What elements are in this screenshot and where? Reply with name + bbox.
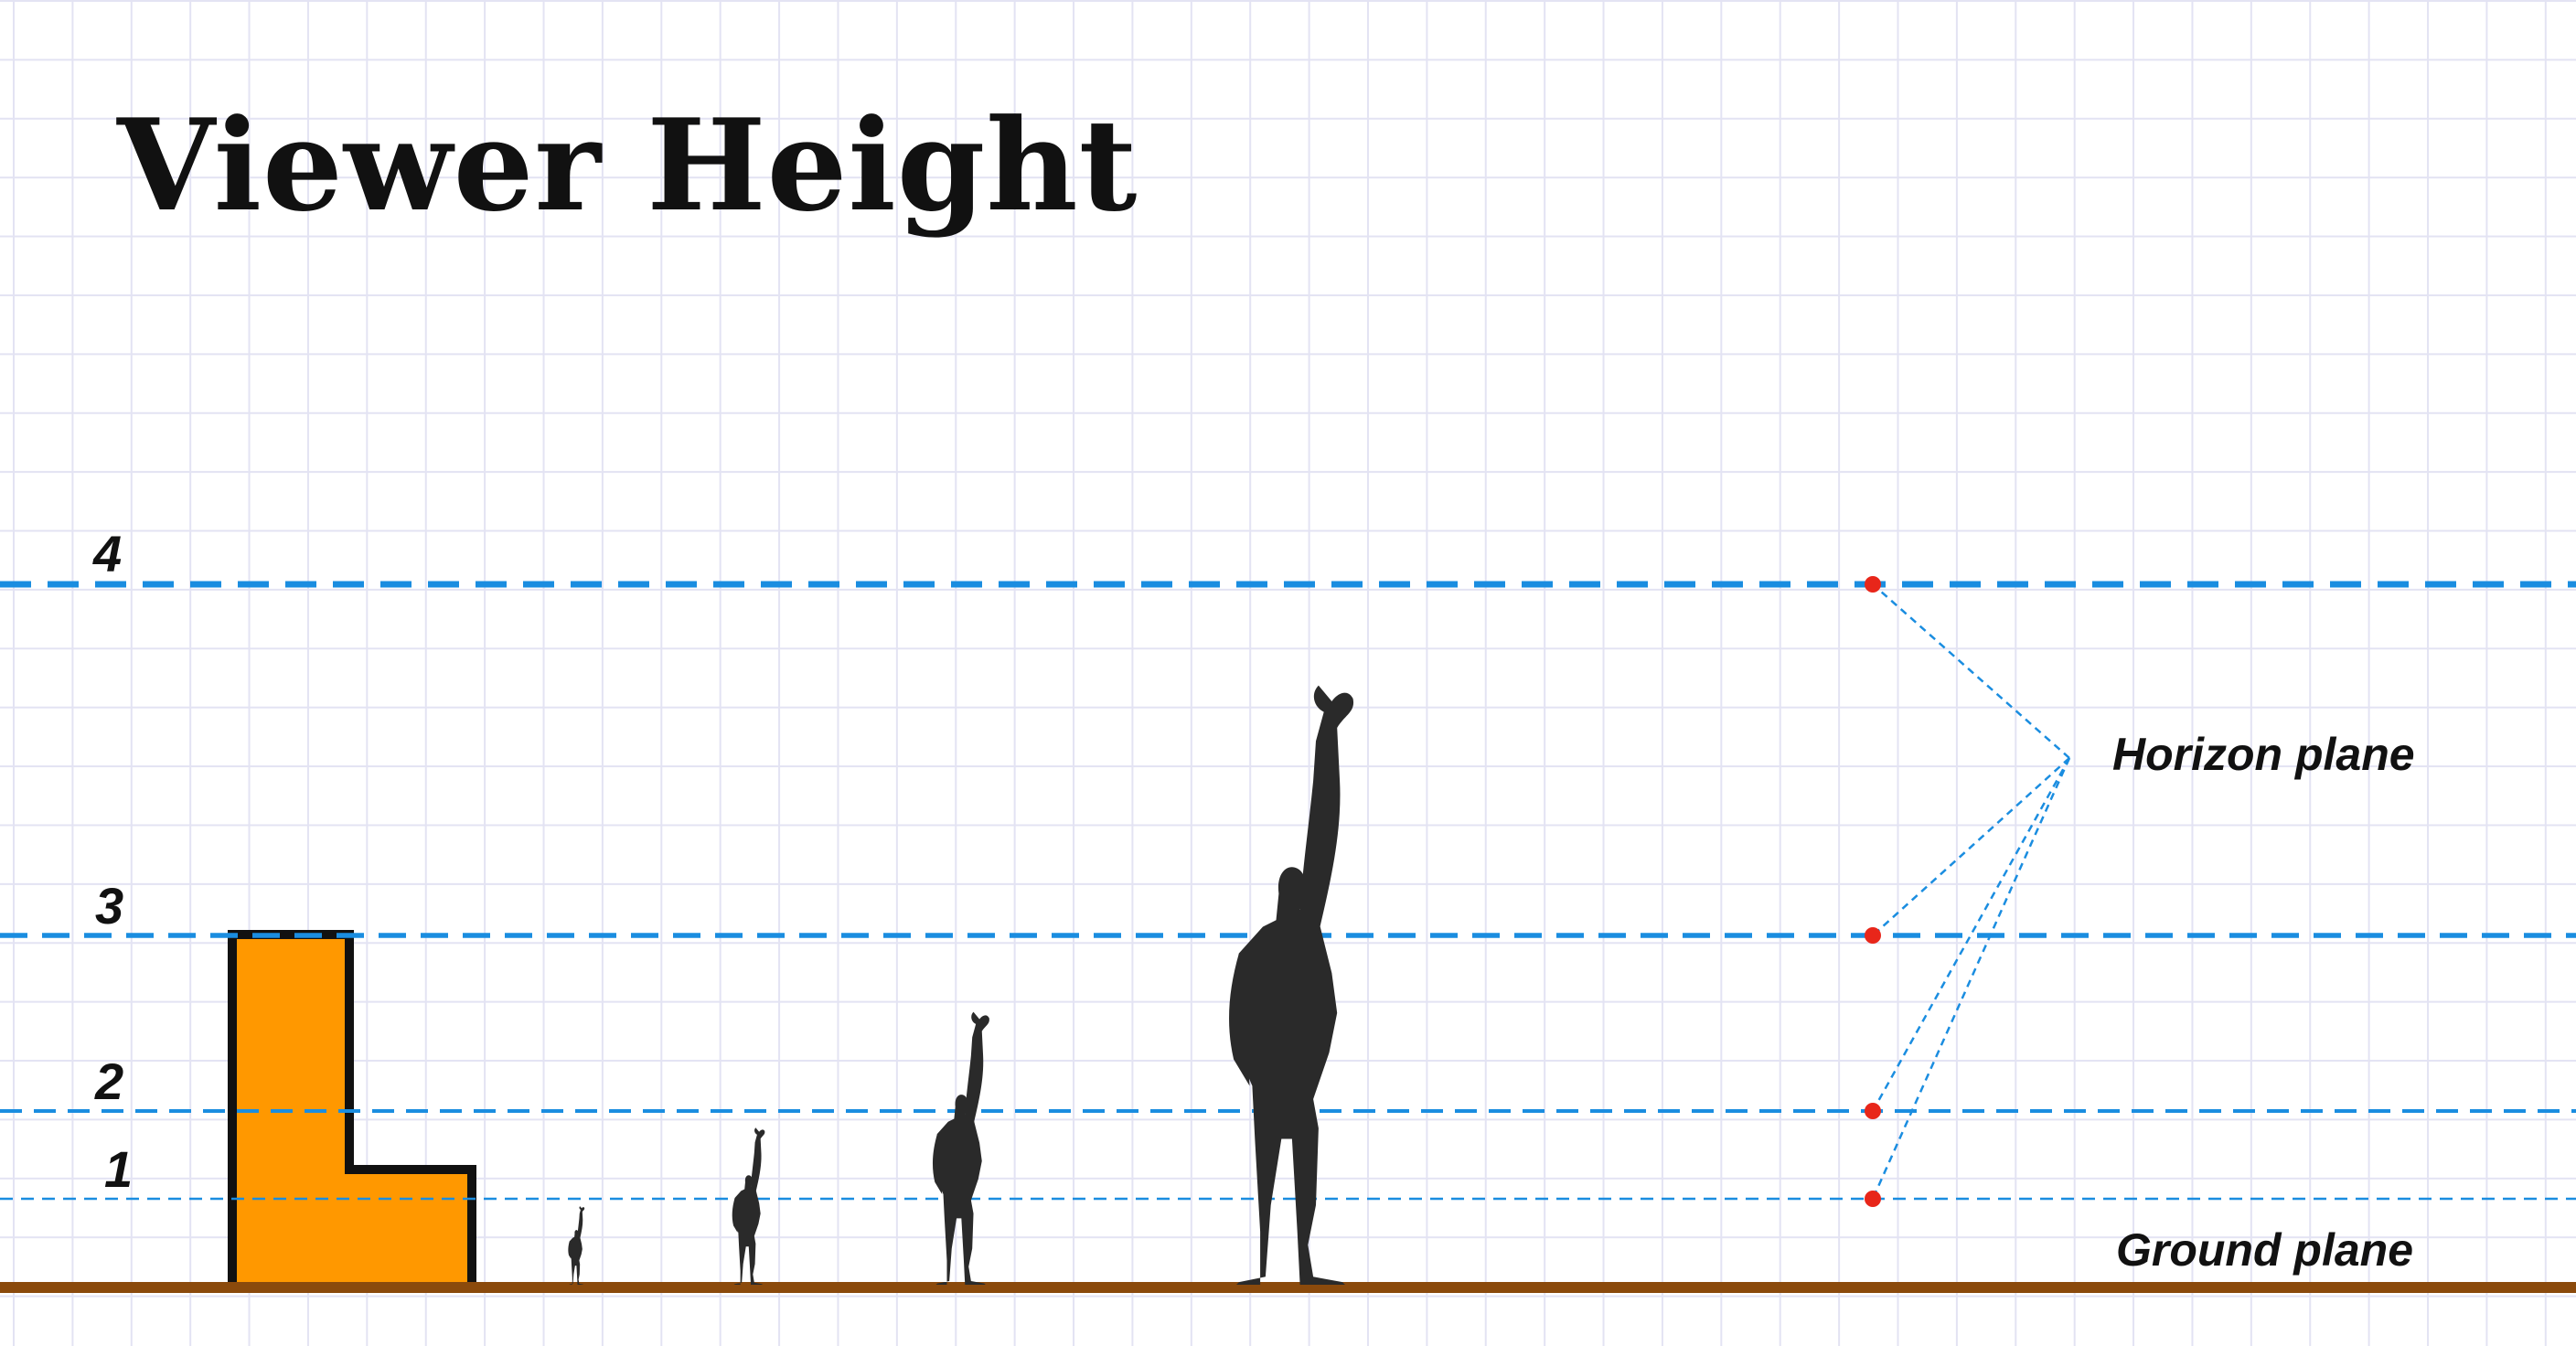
page-title: Viewer Height: [117, 91, 1138, 240]
figure-small: [732, 1127, 765, 1285]
ground-plane-label: Ground plane: [2116, 1224, 2413, 1276]
horizon-plane-label: Horizon plane: [2112, 729, 2415, 780]
level-label-4: 4: [93, 525, 123, 582]
level-label-1: 1: [104, 1140, 134, 1198]
marker-2: [1865, 1103, 1881, 1119]
marker-4: [1865, 576, 1881, 593]
marker-1: [1865, 1191, 1881, 1207]
leader-line-3: [1872, 757, 2070, 936]
figure-smallest: [568, 1206, 585, 1285]
figure-large: [1229, 685, 1354, 1285]
marker-3: [1865, 927, 1881, 944]
level-label-2: 2: [95, 1052, 124, 1110]
figure-medium: [932, 1011, 989, 1285]
level-label-3: 3: [95, 877, 124, 935]
leader-line-2: [1871, 757, 2071, 1112]
leader-line-4: [1872, 583, 2070, 759]
leader-line-1: [1871, 757, 2071, 1200]
